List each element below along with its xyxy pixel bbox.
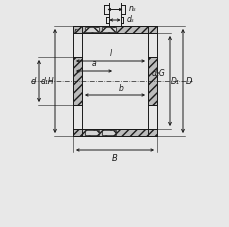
Text: D₁: D₁	[170, 76, 179, 86]
Bar	[101, 130, 115, 135]
Text: D: D	[185, 76, 192, 86]
Bar	[73, 26, 156, 136]
Bar	[82, 33, 147, 129]
Text: d₂G: d₂G	[151, 69, 165, 78]
Bar	[85, 27, 98, 32]
Bar	[73, 129, 156, 136]
Text: r: r	[74, 27, 77, 36]
Text: l: l	[109, 49, 111, 58]
Text: B: B	[112, 154, 117, 163]
Bar	[73, 57, 82, 105]
Text: d₁H: d₁H	[40, 76, 54, 86]
Bar	[85, 130, 98, 135]
Text: dₛ: dₛ	[126, 15, 134, 24]
Text: b: b	[118, 84, 123, 93]
Text: nₛ: nₛ	[128, 4, 136, 13]
Text: d: d	[30, 76, 36, 86]
Bar	[73, 26, 156, 33]
Bar	[147, 57, 156, 105]
Bar	[101, 27, 115, 32]
Text: a: a	[91, 59, 96, 68]
